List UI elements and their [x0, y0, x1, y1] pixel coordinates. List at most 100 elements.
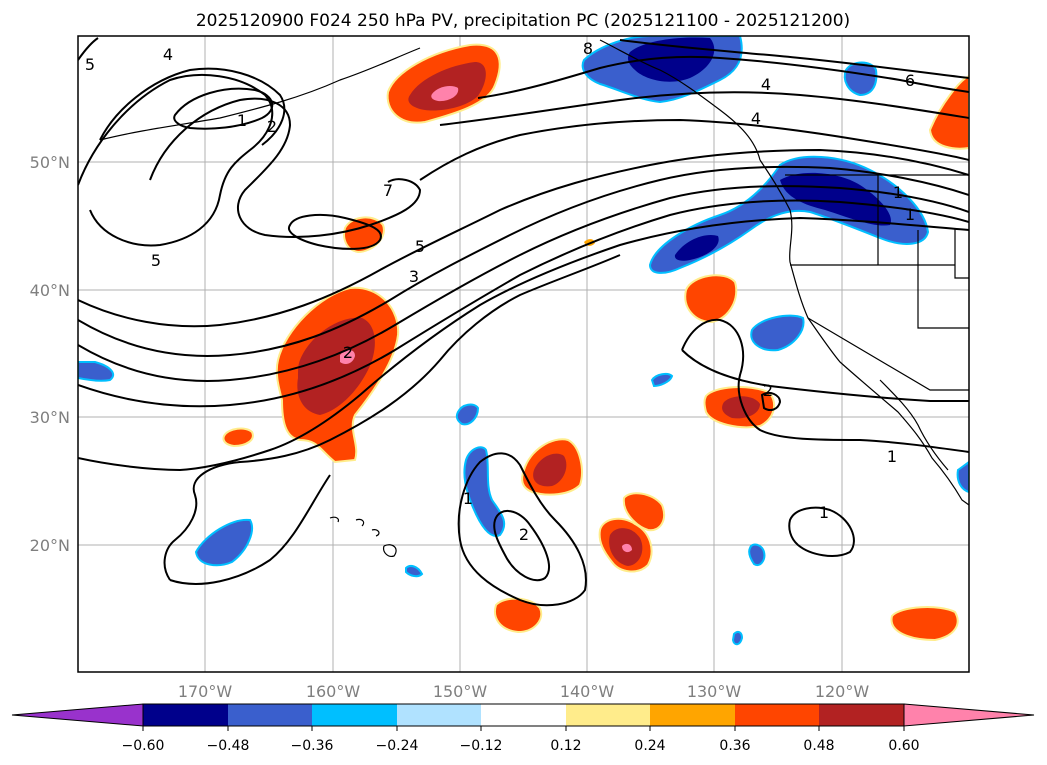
- lon-tick-label: 130°W: [687, 682, 742, 701]
- pv-contour: [99, 67, 286, 146]
- pv-contour: [78, 165, 969, 357]
- pv-contour: [78, 37, 99, 61]
- contour-label: 1: [463, 489, 473, 508]
- contour-labels: 8 4 6 4 5 1 2 4 7 1 5 3 5 2 1 2 1 2 1 1: [85, 39, 915, 544]
- colorbar-segment: [228, 704, 312, 726]
- map-panel: 8 4 6 4 5 1 2 4 7 1 5 3 5 2 1 2 1 2 1 1: [78, 36, 969, 672]
- pv-contour: [78, 216, 969, 472]
- colorbar-tick-label: 0.24: [634, 738, 665, 754]
- pv-contour: [477, 55, 969, 99]
- lat-tick-label: 40°N: [30, 281, 70, 300]
- precip-blob-positive: [890, 606, 959, 642]
- lat-tick-labels: 50°N 40°N 30°N 20°N: [30, 153, 70, 555]
- precip-blob-positive: [222, 427, 254, 448]
- contour-label: 7: [383, 181, 393, 200]
- colorbar-extend-max: [903, 703, 1035, 727]
- contour-label: 1: [887, 447, 897, 466]
- pv-contour: [78, 74, 274, 247]
- colorbar-tick-label: 0.12: [550, 738, 581, 754]
- colorbar: −0.60 −0.48 −0.36 −0.24 −0.12 0.12 0.24 …: [11, 703, 1035, 754]
- colorbar-segment: [566, 704, 650, 726]
- lon-tick-labels: 170°W 160°W 150°W 140°W 130°W 120°W: [178, 682, 870, 701]
- coastline-alaska-panhandle: [599, 39, 761, 161]
- precip-blob-negative: [843, 61, 878, 97]
- colorbar-segment: [143, 704, 228, 726]
- pv-contour: [788, 506, 855, 557]
- contour-label: 4: [751, 109, 761, 128]
- map-background: [78, 36, 969, 672]
- contour-label: 5: [415, 237, 425, 256]
- lat-tick-label: 50°N: [30, 153, 70, 172]
- pv-contours: [78, 37, 969, 607]
- pv-contour: [457, 452, 587, 607]
- pv-contour: [287, 213, 382, 250]
- colorbar-extend-min: [11, 703, 144, 727]
- contour-label: 2: [343, 343, 353, 362]
- precip-blob-positive-peak: [340, 349, 355, 364]
- precip-blob-positive-core: [722, 396, 760, 419]
- precip-blob-negative: [455, 403, 480, 426]
- colorbar-ticks: [142, 726, 905, 731]
- precip-blob-positive-core: [533, 453, 567, 487]
- contour-label: 5: [151, 251, 161, 270]
- colorbar-tick-label: −0.36: [291, 738, 334, 754]
- colorbar-tick-label: −0.12: [460, 738, 503, 754]
- colorbar-tick-label: 0.60: [888, 738, 919, 754]
- pv-contour: [173, 87, 274, 130]
- lon-tick-label: 140°W: [560, 682, 615, 701]
- colorbar-segment: [481, 704, 566, 726]
- contour-label: 2: [763, 381, 773, 400]
- precip-blob-positive: [622, 492, 666, 532]
- precip-blob-negative: [731, 630, 744, 646]
- pv-contour: [163, 254, 621, 581]
- contour-label: 4: [163, 45, 173, 64]
- pv-contour: [78, 199, 969, 408]
- pv-contour: [493, 510, 550, 582]
- colorbar-segment: [735, 704, 819, 726]
- contour-label: 1: [819, 503, 829, 522]
- lon-tick-label: 160°W: [306, 682, 361, 701]
- colorbar-tick-labels: −0.60 −0.48 −0.36 −0.24 −0.12 0.12 0.24 …: [122, 738, 920, 754]
- precip-blob-positive: [928, 74, 969, 150]
- precip-blob-negative: [748, 543, 766, 566]
- contour-label: 6: [905, 71, 915, 90]
- border-states: [790, 175, 969, 391]
- lon-tick-label: 170°W: [178, 682, 233, 701]
- pv-contour: [419, 118, 969, 181]
- pv-contour: [619, 39, 969, 79]
- contour-label: 3: [409, 267, 419, 286]
- pv-contour: [149, 97, 422, 238]
- colorbar-segment: [650, 704, 735, 726]
- contour-label: 5: [85, 55, 95, 74]
- pv-contour: [681, 349, 969, 402]
- map-title: 2025120900 F024 250 hPa PV, precipitatio…: [196, 11, 850, 31]
- coastline-baja: [879, 379, 949, 471]
- precip-blob-negative: [405, 565, 424, 578]
- contour-label: 1: [893, 183, 903, 202]
- precip-blob-negative: [78, 361, 115, 382]
- lon-tick-label: 150°W: [433, 682, 488, 701]
- pv-contour: [439, 91, 969, 126]
- colorbar-frame: [142, 703, 905, 727]
- lat-tick-label: 30°N: [30, 408, 70, 427]
- precip-blob-negative: [750, 314, 805, 352]
- contour-label: 2: [519, 525, 529, 544]
- contour-label: 4: [761, 75, 771, 94]
- colorbar-segment: [819, 704, 904, 726]
- contour-label: 1: [905, 205, 915, 224]
- pv-contour: [760, 392, 782, 411]
- precip-blob-negative: [956, 460, 969, 494]
- pv-contour: [78, 185, 969, 382]
- pv-contour: [78, 148, 969, 328]
- precip-blob-negative: [194, 518, 253, 567]
- colorbar-segment: [312, 704, 397, 726]
- colorbar-tick-label: −0.48: [207, 738, 250, 754]
- precip-blob-positive-core: [297, 317, 375, 415]
- pv-contour: [169, 474, 331, 585]
- lat-tick-label: 20°N: [30, 536, 70, 555]
- lon-tick-label: 120°W: [815, 682, 870, 701]
- precip-blob-negative: [650, 372, 674, 388]
- colorbar-tick-label: −0.60: [122, 738, 165, 754]
- coastline-hawaii: [329, 516, 397, 557]
